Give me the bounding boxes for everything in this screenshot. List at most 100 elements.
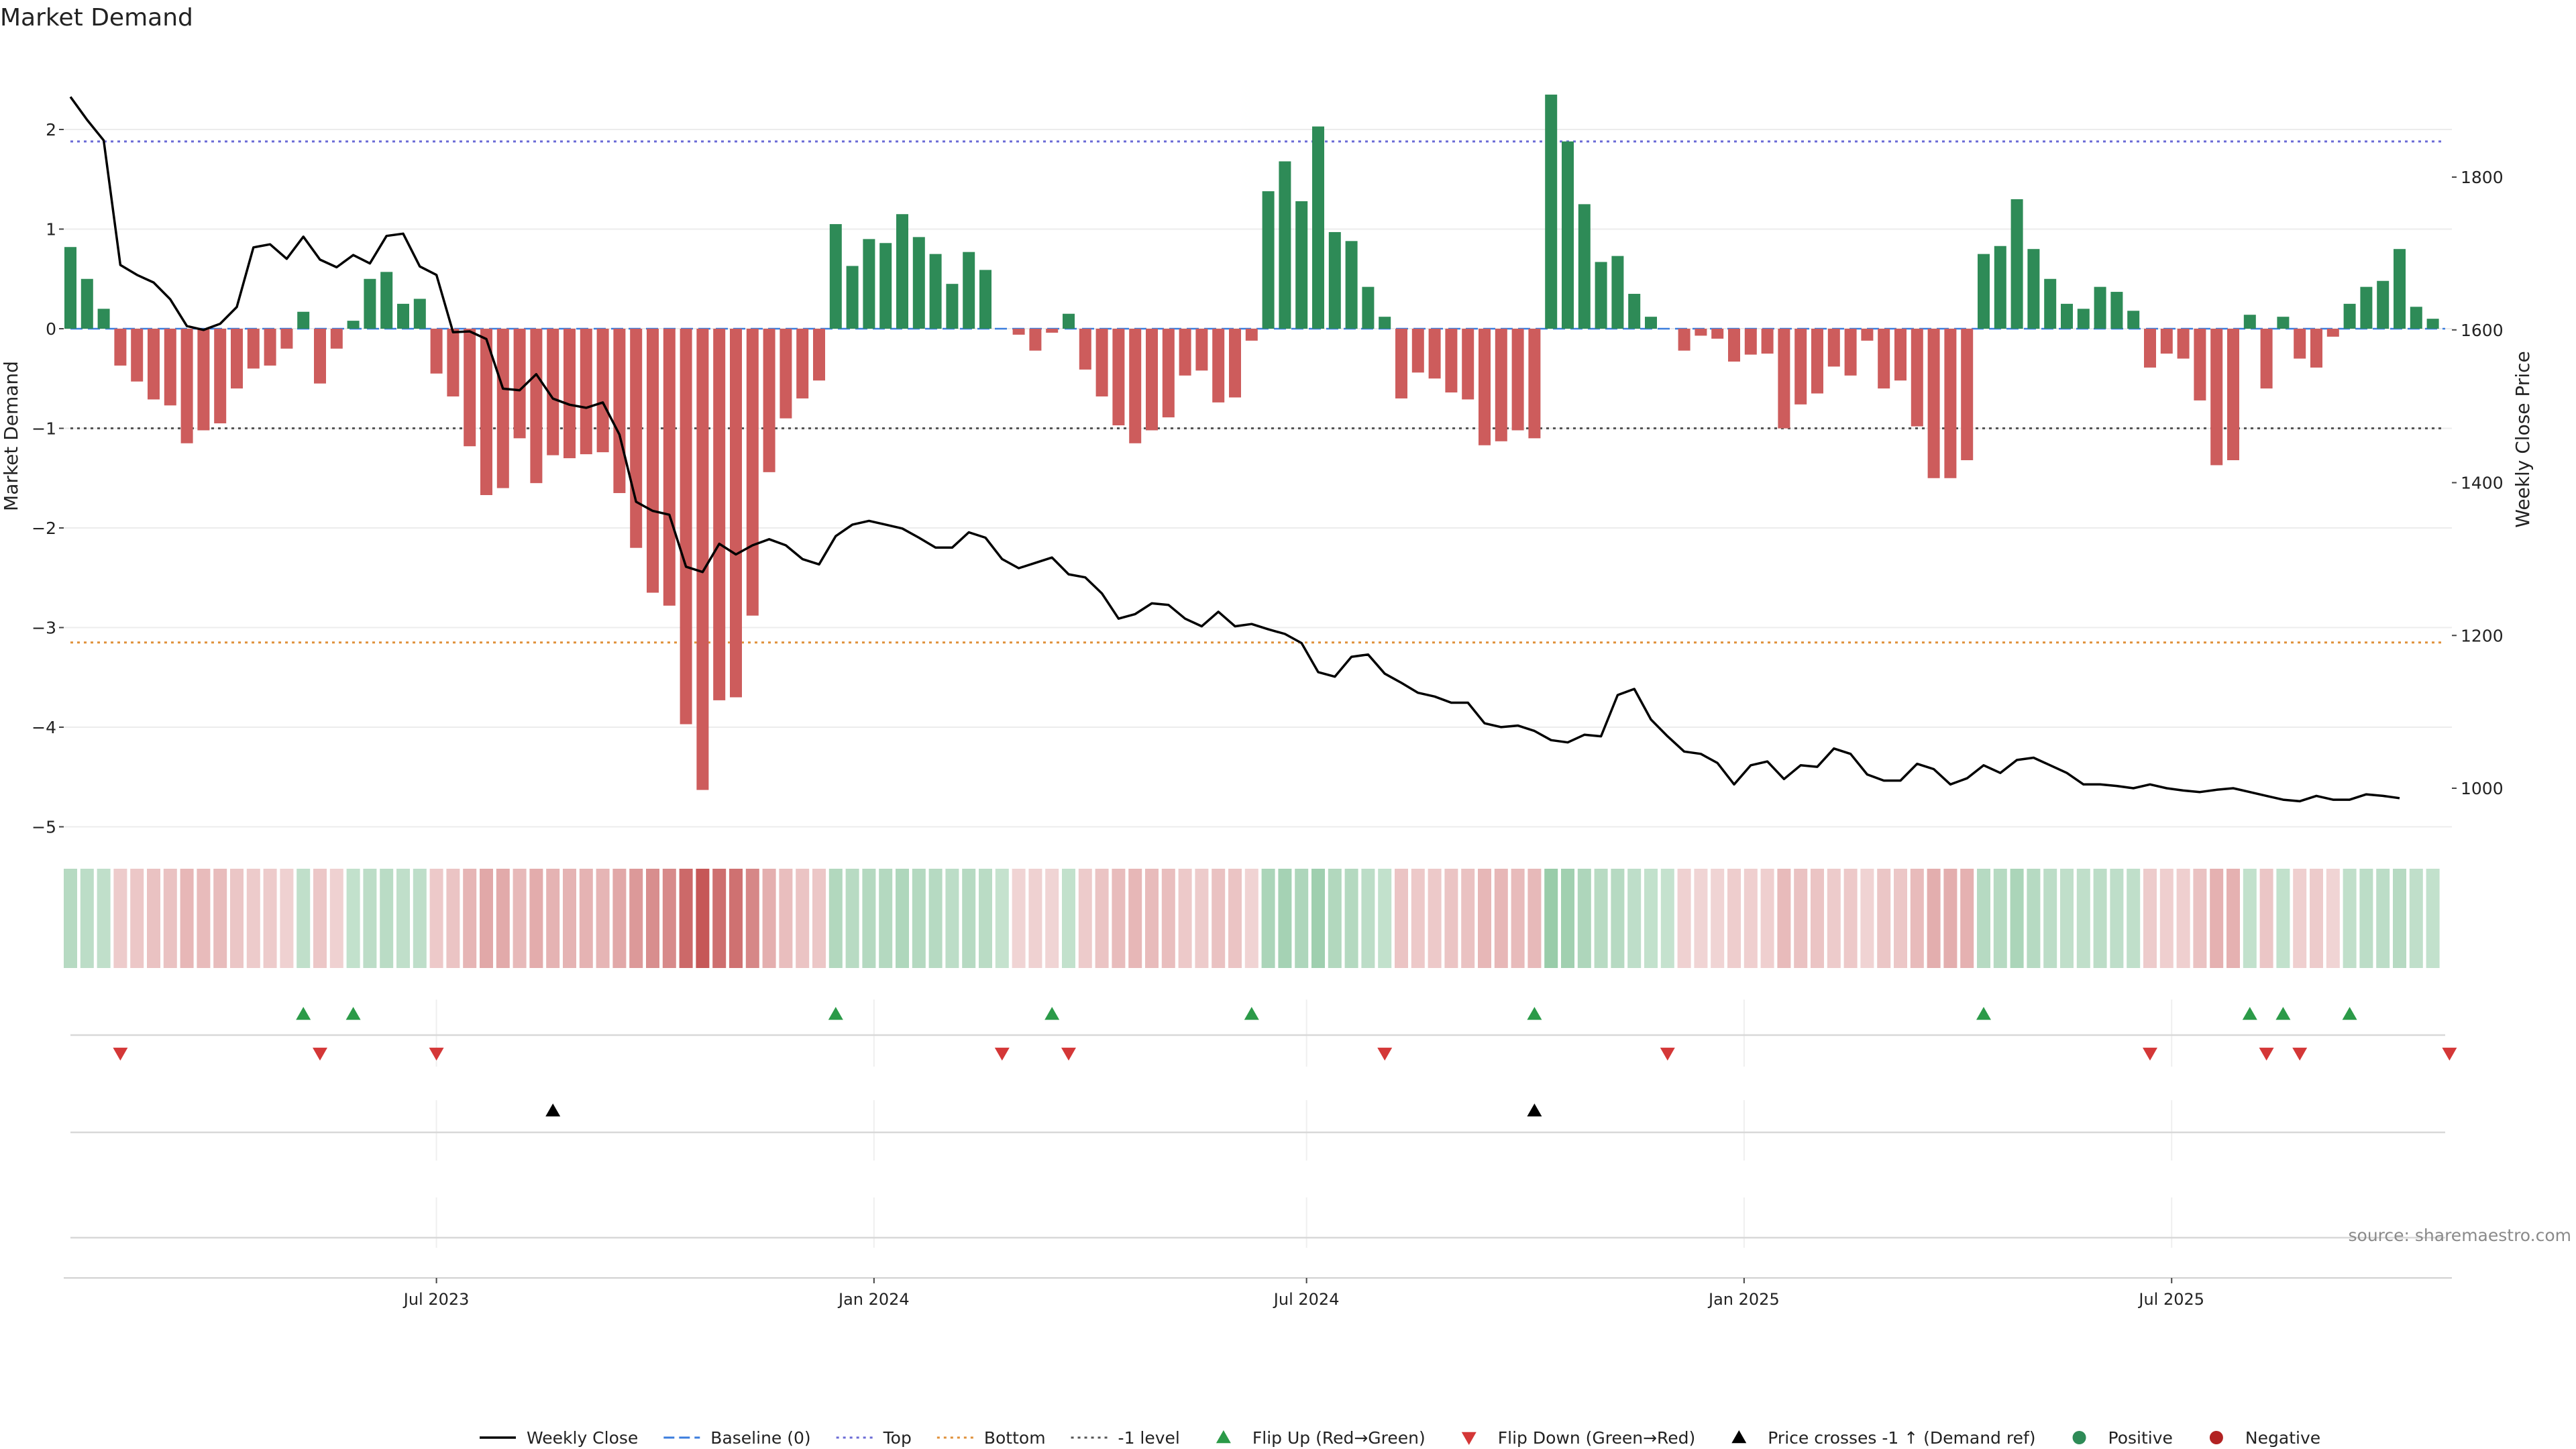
demand-bar <box>1978 254 1990 329</box>
legend-dot-icon <box>2072 1431 2086 1444</box>
heat-cell <box>1743 869 1758 968</box>
heat-cell <box>130 869 144 968</box>
heat-cell <box>1228 869 1242 968</box>
heat-cell <box>396 869 410 968</box>
demand-bar <box>131 329 144 382</box>
flip-up-marker <box>2242 1007 2257 1020</box>
heat-cell <box>413 869 427 968</box>
demand-bar <box>2061 303 2073 329</box>
heat-cell <box>2159 869 2174 968</box>
flip-markers-panel <box>70 1000 2457 1067</box>
demand-bar <box>1562 141 1574 329</box>
chart-title: Market Demand <box>0 4 193 32</box>
heat-cell <box>1694 869 1708 968</box>
flip-up-marker <box>2342 1007 2357 1020</box>
heat-cell <box>2426 869 2440 968</box>
demand-bar <box>879 243 892 329</box>
heat-cell <box>712 869 727 968</box>
heat-cell <box>2027 869 2041 968</box>
heat-cell <box>1028 869 1042 968</box>
demand-bar <box>1794 329 1807 405</box>
heat-cell <box>1760 869 1774 968</box>
legend-item: Bottom <box>936 1428 1046 1448</box>
source-note: source: sharemaestro.com <box>2349 1226 2572 1245</box>
heat-cell <box>496 869 510 968</box>
demand-bar <box>1012 329 1025 335</box>
demand-bar <box>946 284 959 329</box>
heat-cell <box>1444 869 1458 968</box>
demand-bar <box>580 329 592 455</box>
demand-bar <box>1362 286 1375 329</box>
left-tick-label: 1 <box>46 220 56 239</box>
legend-item: Flip Up (Red→Green) <box>1216 1428 1426 1448</box>
gridlines <box>64 129 2452 828</box>
demand-bar <box>2194 329 2206 400</box>
demand-bar <box>2077 309 2090 329</box>
heat-cell <box>1344 869 1358 968</box>
demand-bar <box>979 270 991 329</box>
demand-bar <box>1179 329 1191 376</box>
demand-bar <box>1961 329 1974 461</box>
legend-label: Bottom <box>984 1428 1046 1448</box>
demand-bar <box>1927 329 1940 478</box>
heat-cell <box>1993 869 2007 968</box>
demand-bar <box>530 329 543 484</box>
demand-bar <box>1495 329 1507 441</box>
demand-bar <box>2094 286 2106 329</box>
heat-cell <box>1977 869 1990 968</box>
demand-bar <box>1861 329 1874 341</box>
heat-cell <box>1644 869 1658 968</box>
demand-bar <box>663 329 676 606</box>
demand-bar <box>2426 319 2439 329</box>
heat-cell <box>596 869 610 968</box>
legend-label: Price crosses -1 ↑ (Demand ref) <box>1768 1428 2035 1448</box>
legend-dot-icon <box>2209 1431 2223 1444</box>
heat-cell <box>779 869 793 968</box>
demand-bar <box>730 329 742 698</box>
demand-bar <box>963 252 975 329</box>
flip-down-marker <box>1377 1047 1393 1061</box>
heat-cell <box>97 869 111 968</box>
legend-triangle-up-icon <box>1216 1430 1231 1444</box>
left-y-axis-label: Market Demand <box>0 361 22 511</box>
heat-cell <box>579 869 593 968</box>
heat-cell <box>612 869 627 968</box>
demand-bar <box>1195 329 1208 371</box>
legend-label: Flip Up (Red→Green) <box>1252 1428 1426 1448</box>
demand-bar <box>1046 329 1059 333</box>
demand-bar <box>1511 329 1524 431</box>
flip-up-marker <box>1044 1007 1060 1020</box>
heat-cell <box>729 869 743 968</box>
left-tick-label: −5 <box>32 818 56 837</box>
demand-bar <box>214 329 227 424</box>
heat-cell <box>1594 869 1608 968</box>
demand-bar <box>613 329 626 494</box>
heat-cell <box>896 869 909 968</box>
weekly-close-line <box>69 96 2400 803</box>
demand-bar <box>1728 329 1740 362</box>
heat-cell <box>363 869 377 968</box>
heat-cell <box>845 869 859 968</box>
heat-cell <box>1178 869 1192 968</box>
demand-bar <box>1944 329 1957 478</box>
legend-item: Price crosses -1 ↑ (Demand ref) <box>1731 1428 2036 1448</box>
heat-cell <box>1311 869 1325 968</box>
demand-bar <box>1146 329 1158 431</box>
heat-cell <box>1627 869 1642 968</box>
heat-cell <box>213 869 227 968</box>
demand-bar <box>480 329 492 495</box>
demand-bar <box>2243 315 2256 329</box>
demand-bar <box>1095 329 1108 396</box>
demand-bar <box>929 254 942 329</box>
demand-bar <box>780 329 792 419</box>
heat-cell <box>1078 869 1092 968</box>
demand-bar <box>1379 317 1391 329</box>
heat-cell <box>2093 869 2107 968</box>
demand-bar <box>547 329 559 455</box>
demand-bar <box>280 329 293 349</box>
heat-cell <box>1128 869 1142 968</box>
heat-cell <box>346 869 360 968</box>
demand-bar <box>713 329 726 700</box>
demand-bar <box>1479 329 1491 445</box>
left-tick-label: 2 <box>46 120 56 140</box>
